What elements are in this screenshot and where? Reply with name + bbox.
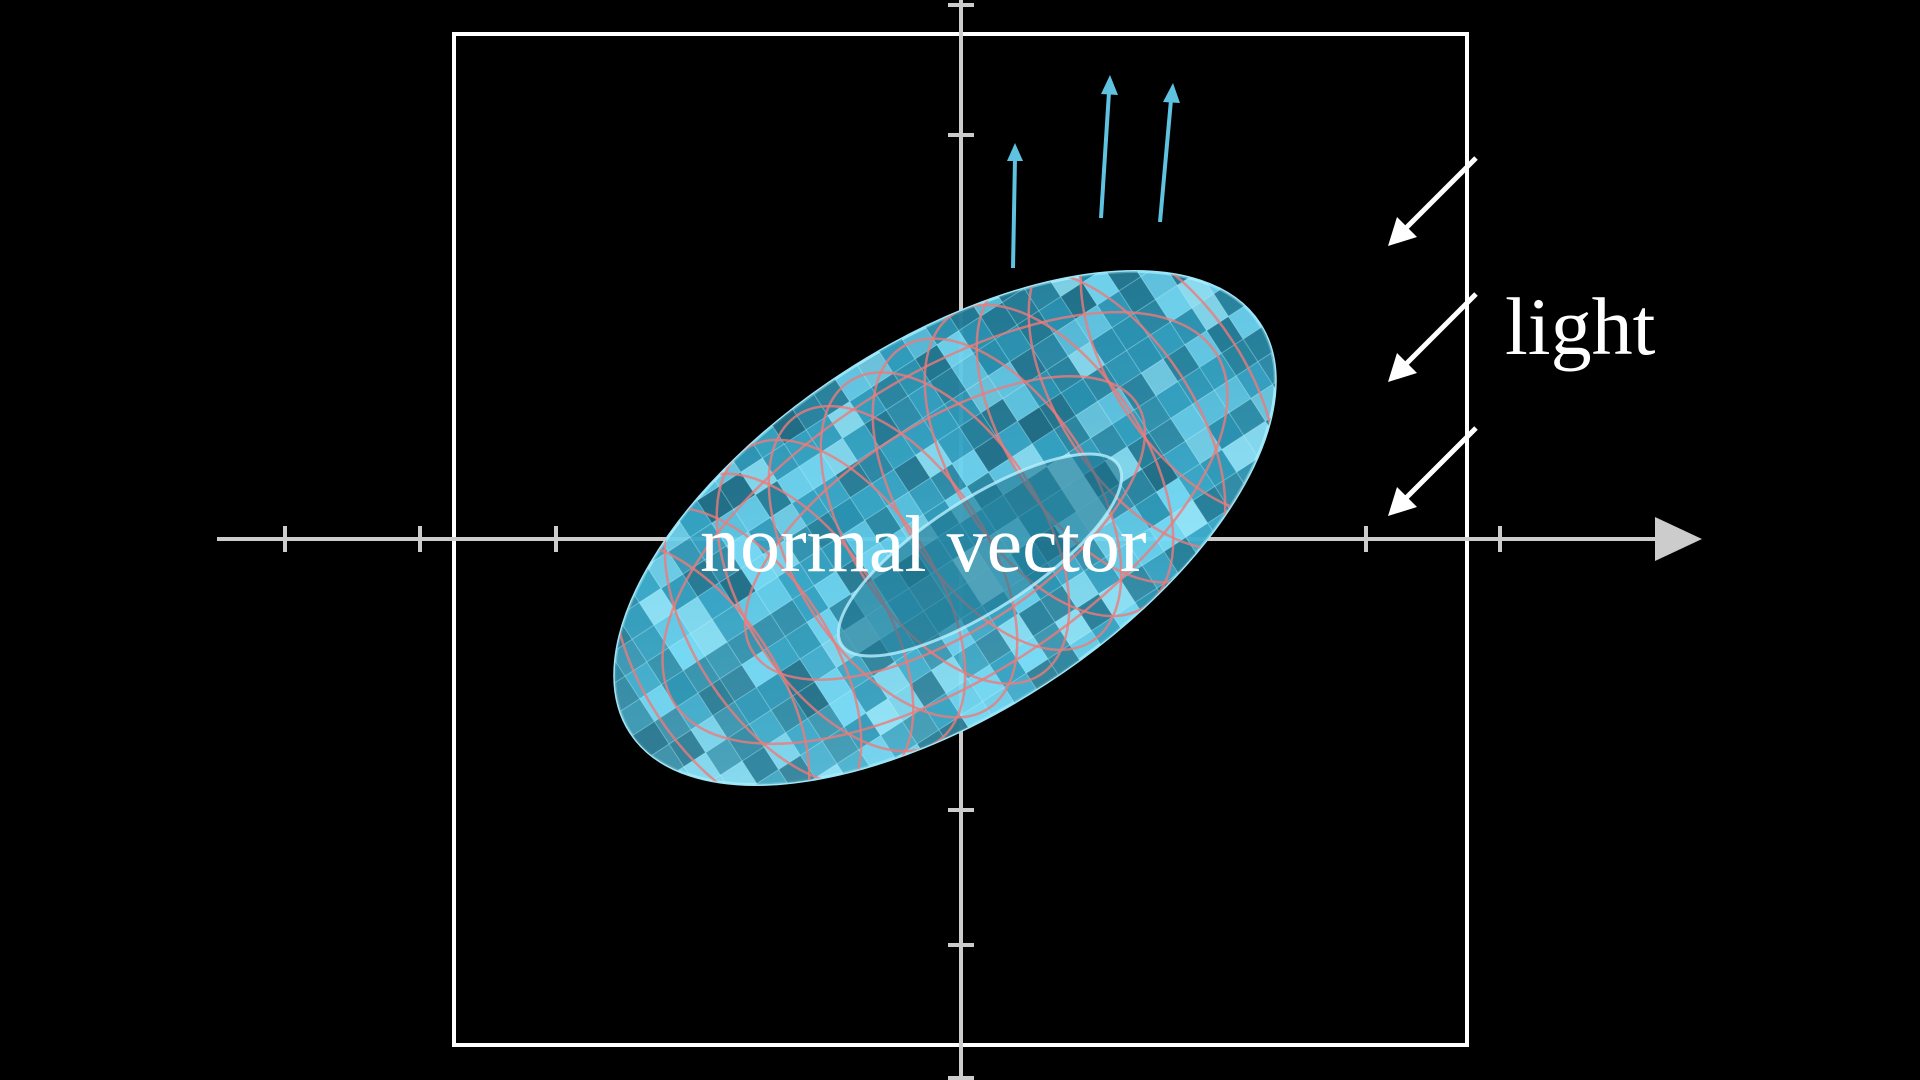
torus-patch xyxy=(668,729,707,768)
normal-vectors xyxy=(1007,75,1180,269)
torus-patch xyxy=(558,607,597,646)
torus-patch xyxy=(1088,230,1127,270)
torus-parallel xyxy=(661,310,1229,746)
torus-patch xyxy=(1176,174,1215,213)
torus-patch xyxy=(749,805,788,844)
torus-patch xyxy=(543,584,582,624)
torus-patch xyxy=(1117,179,1156,219)
light-arrowhead-1 xyxy=(1388,217,1417,246)
torus-patch xyxy=(886,491,924,530)
torus-patch xyxy=(770,791,809,830)
torus-patch xyxy=(1243,516,1282,555)
torus-patch xyxy=(529,562,567,601)
torus-patch xyxy=(1316,437,1354,476)
torus-patch xyxy=(573,630,612,669)
torus-patch xyxy=(1308,378,1347,417)
torus-patch xyxy=(1279,428,1318,468)
torus-patch xyxy=(1234,264,1273,303)
torus-patch xyxy=(1110,216,1149,255)
torus-patch xyxy=(1199,545,1238,584)
torus-patch xyxy=(712,797,751,836)
normal-arrow-1 xyxy=(1011,157,1017,269)
light-arrows xyxy=(1388,156,1478,516)
light-arrow-3 xyxy=(1401,426,1478,503)
torus-patch xyxy=(1264,310,1303,349)
light-label: light xyxy=(1505,281,1656,372)
torus-patch xyxy=(851,771,889,810)
torus-patch xyxy=(720,856,759,888)
normal-arrowhead-2 xyxy=(1101,75,1118,95)
torus-patch xyxy=(1330,460,1361,499)
torus-patch xyxy=(1030,236,1069,275)
torus-patch xyxy=(742,842,780,881)
torus-patch xyxy=(1272,465,1311,504)
torus-patch xyxy=(638,491,676,530)
torus-patch xyxy=(1075,400,1114,439)
torus-patch xyxy=(1060,378,1099,417)
torus-patch xyxy=(1170,403,1208,442)
torus-patch xyxy=(1286,392,1325,431)
torus-patch xyxy=(1169,211,1207,250)
torus-patch xyxy=(580,593,619,632)
torus-parallel xyxy=(743,375,1147,681)
torus-patch xyxy=(1205,219,1244,258)
torus-patch xyxy=(1132,202,1171,241)
torus-patch xyxy=(829,785,868,824)
torus-patch xyxy=(1213,375,1252,414)
torus-patch xyxy=(705,833,744,873)
torus-patch xyxy=(1287,488,1326,527)
torus-patch xyxy=(1190,196,1229,236)
normal-arrow-3 xyxy=(1158,99,1173,223)
torus-patch xyxy=(1294,451,1333,490)
torus-patch xyxy=(930,655,969,694)
normal-arrowhead-1 xyxy=(1007,143,1023,161)
torus-patch xyxy=(1271,369,1310,408)
torus-patch xyxy=(727,819,766,858)
torus-hole xyxy=(836,452,1124,658)
torus-patch xyxy=(1323,400,1361,439)
torus-patch xyxy=(565,570,604,609)
torus-patch xyxy=(1337,423,1361,462)
torus-patch xyxy=(1265,502,1304,541)
torus-patch xyxy=(785,814,824,853)
torus-patch xyxy=(1082,363,1121,403)
light-arrowhead-2 xyxy=(1388,353,1417,382)
torus-patch xyxy=(1074,208,1113,247)
light-arrow-2 xyxy=(1401,292,1478,369)
torus-patch xyxy=(609,542,648,581)
torus-patch xyxy=(734,782,773,822)
torus-patch xyxy=(1308,474,1347,513)
torus-patch xyxy=(1147,225,1186,264)
torus-patch xyxy=(587,556,626,595)
x-axis-arrowhead xyxy=(1655,517,1702,561)
torus-patch xyxy=(763,828,802,867)
torus-patch xyxy=(1257,443,1296,482)
torus-patch xyxy=(689,618,728,657)
normal-arrow-2 xyxy=(1099,91,1111,219)
torus-patch xyxy=(1279,332,1317,371)
normal-vector-label: normal vector xyxy=(700,501,1147,589)
light-arrow-1 xyxy=(1401,156,1478,233)
torus-patch xyxy=(807,799,846,839)
torus-patch xyxy=(1301,414,1340,454)
torus-patch xyxy=(1352,445,1361,485)
torus-patch xyxy=(792,777,831,816)
torus-patch xyxy=(550,548,589,587)
torus-patch xyxy=(1139,168,1178,204)
torus-patch xyxy=(1293,355,1332,394)
normal-arrowhead-3 xyxy=(1163,83,1180,103)
axis-ticks xyxy=(283,3,1502,1080)
torus-patch xyxy=(1220,242,1259,281)
torus-patch xyxy=(690,811,729,850)
torus-patch xyxy=(864,505,903,544)
torus-patch xyxy=(676,788,714,827)
torus-patch xyxy=(1052,222,1091,261)
torus-patch xyxy=(1250,479,1289,519)
torus-patch xyxy=(1183,233,1222,272)
torus-patch xyxy=(1118,372,1157,411)
light-arrowhead-3 xyxy=(1388,487,1417,516)
